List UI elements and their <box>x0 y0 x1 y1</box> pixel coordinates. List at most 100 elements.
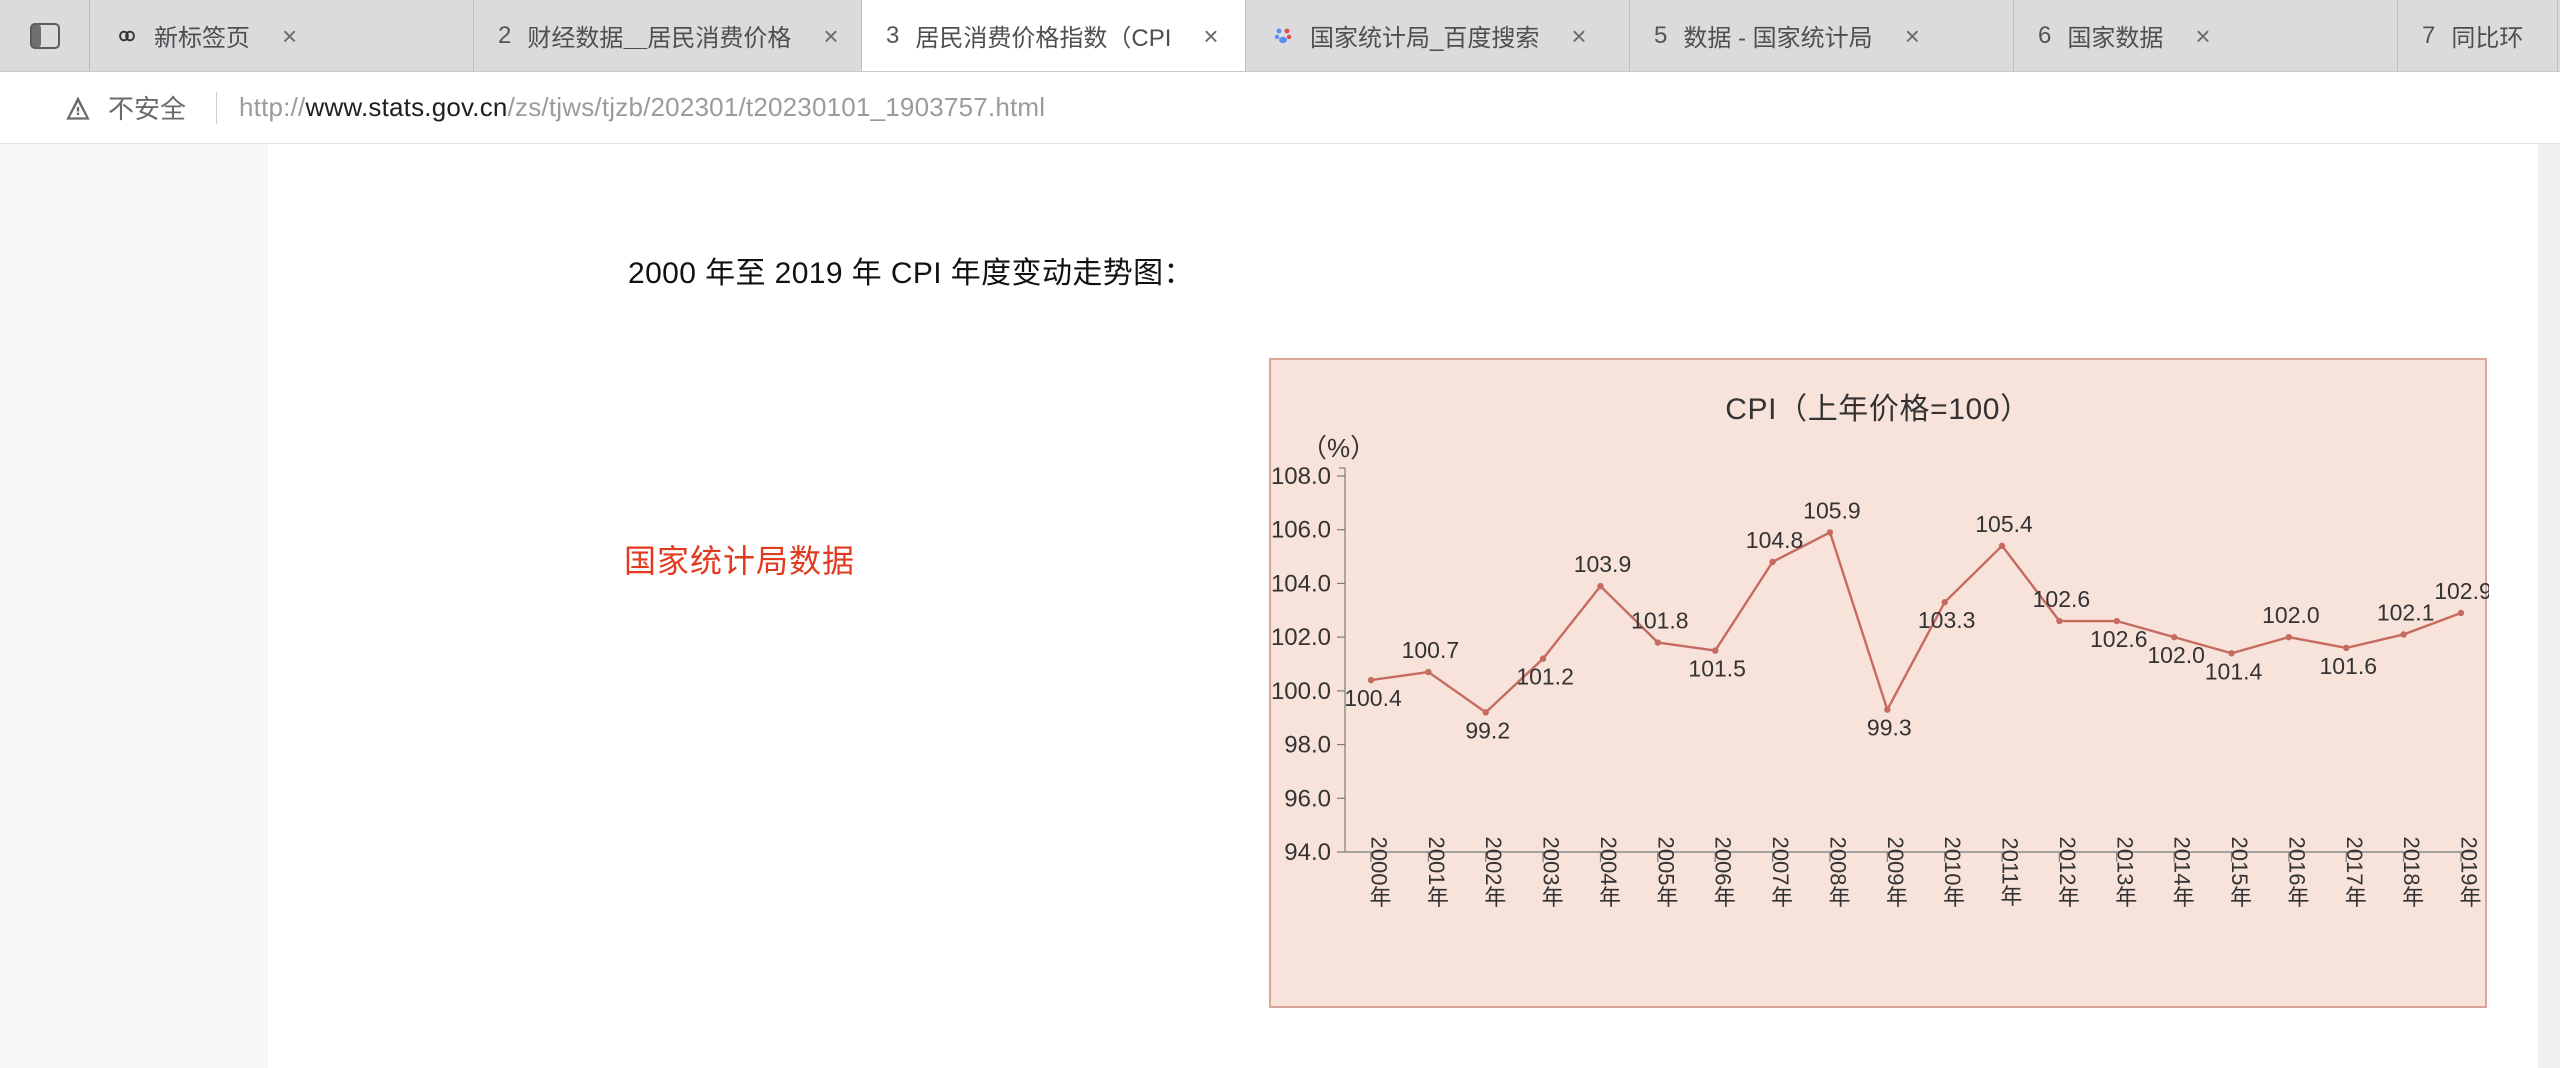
data-point <box>2171 634 2177 640</box>
tab-title: 数据 - 国家统计局 <box>1683 18 1872 53</box>
data-label: 102.6 <box>2090 626 2148 652</box>
data-label: 100.4 <box>1344 685 1402 711</box>
content-sheet: 2000 年至 2019 年 CPI 年度变动走势图： 国家统计局数据 CPI（… <box>268 144 2538 1068</box>
data-point <box>1769 559 1775 565</box>
address-bar-row: 不安全 http://www.stats.gov.cn/zs/tjws/tjzb… <box>0 72 2560 144</box>
data-point <box>1655 639 1661 645</box>
data-point <box>2114 618 2120 624</box>
tab-index: 6 <box>2038 22 2051 50</box>
data-label: 105.4 <box>1975 511 2033 537</box>
x-tick-label: 2019年 <box>2457 837 2482 908</box>
x-tick-label: 2000年 <box>1367 837 1392 908</box>
address-bar[interactable]: 不安全 http://www.stats.gov.cn/zs/tjws/tjzb… <box>54 82 2560 134</box>
data-point <box>2056 618 2062 624</box>
y-tick-label: 102.0 <box>1271 624 1331 651</box>
data-point <box>2286 634 2292 640</box>
tab-close-icon[interactable]: × <box>1571 23 1586 49</box>
sidebar-icon <box>30 23 60 49</box>
tab-index: 5 <box>1654 22 1667 50</box>
tab-strip: 新标签页×2财经数据＿居民消费价格×3居民消费价格指数（CPI×国家统计局_百度… <box>0 0 2560 72</box>
scrollbar-vertical[interactable] <box>2538 144 2560 1068</box>
page-body: 2000 年至 2019 年 CPI 年度变动走势图： 国家统计局数据 CPI（… <box>0 144 2560 1068</box>
data-point <box>2458 610 2464 616</box>
cpi-chart: CPI（上年价格=100） （%） 94.096.098.0100.0102.0… <box>1269 358 2487 1008</box>
data-label: 101.5 <box>1688 656 1746 682</box>
data-label: 102.0 <box>2262 602 2320 628</box>
browser-tab[interactable]: 2 财经数据＿居民消费价格 × <box>474 0 862 71</box>
tab-title: 新标签页 <box>154 18 250 53</box>
data-point <box>1540 655 1546 661</box>
tab-index: 3 <box>886 22 899 50</box>
data-label: 100.7 <box>1402 637 1460 663</box>
browser-tab[interactable]: 新标签页 × <box>90 0 474 71</box>
y-tick-label: 100.0 <box>1271 678 1331 705</box>
data-point <box>1827 529 1833 535</box>
security-label: 不安全 <box>108 89 186 126</box>
y-tick-label: 108.0 <box>1271 463 1331 490</box>
tab-index: 2 <box>498 22 511 50</box>
paw-icon <box>1270 23 1296 49</box>
data-label: 102.1 <box>2377 599 2435 625</box>
tabs-host: 新标签页×2财经数据＿居民消费价格×3居民消费价格指数（CPI×国家统计局_百度… <box>90 0 2560 71</box>
data-label: 103.3 <box>1918 607 1976 633</box>
insecure-icon <box>64 94 92 122</box>
data-label: 99.3 <box>1867 715 1912 741</box>
browser-tab[interactable]: 7同比环 <box>2398 0 2558 71</box>
data-point <box>1425 669 1431 675</box>
addr-separator <box>216 92 217 124</box>
data-label: 101.6 <box>2319 653 2377 679</box>
tab-close-icon[interactable]: × <box>282 23 297 49</box>
x-tick-label: 2012年 <box>2055 837 2080 908</box>
sidebar-toggle-button[interactable] <box>0 0 90 71</box>
x-tick-label: 2018年 <box>2399 837 2424 908</box>
data-label: 102.6 <box>2033 586 2091 612</box>
y-tick-label: 98.0 <box>1284 732 1331 759</box>
tab-close-icon[interactable]: × <box>2195 23 2210 49</box>
chart-svg: 94.0 96.0 98.0 100.0 102.0 104.0 106.0 108.0 100… <box>1271 360 2489 1010</box>
y-tick-label: 96.0 <box>1284 785 1331 812</box>
tab-title: 居民消费价格指数（CPI <box>915 18 1171 53</box>
tab-title: 财经数据＿居民消费价格 <box>527 18 791 53</box>
data-point <box>1712 647 1718 653</box>
x-tick-label: 2013年 <box>2112 837 2137 908</box>
data-label: 101.4 <box>2205 658 2263 684</box>
x-tick-label: 2015年 <box>2227 837 2252 908</box>
tab-close-icon[interactable]: × <box>823 23 838 49</box>
data-point <box>1941 599 1947 605</box>
tab-close-icon[interactable]: × <box>1203 23 1218 49</box>
x-tick-label: 2016年 <box>2284 837 2309 908</box>
tab-close-icon[interactable]: × <box>1905 23 1920 49</box>
y-tick-label: 104.0 <box>1271 570 1331 597</box>
y-tick-label: 106.0 <box>1271 517 1331 544</box>
source-note: 国家统计局数据 <box>624 536 855 582</box>
x-tick-label: 2004年 <box>1596 837 1621 908</box>
browser-tab[interactable]: 国家统计局_百度搜索 × <box>1246 0 1630 71</box>
tab-title: 同比环 <box>2451 18 2523 53</box>
x-tick-label: 2014年 <box>2170 837 2195 908</box>
x-tick-label: 2010年 <box>1940 837 1965 908</box>
data-label: 101.2 <box>1516 664 1574 690</box>
x-tick-label: 2001年 <box>1424 837 1449 908</box>
y-tick-label: 94.0 <box>1284 839 1331 866</box>
data-point <box>1597 583 1603 589</box>
data-label: 105.9 <box>1803 497 1861 523</box>
left-gutter <box>0 144 268 1068</box>
data-point <box>1884 706 1890 712</box>
tab-title: 国家统计局_百度搜索 <box>1310 18 1539 53</box>
data-point <box>2228 650 2234 656</box>
x-tick-label: 2002年 <box>1481 837 1506 908</box>
x-tick-label: 2008年 <box>1825 837 1850 908</box>
browser-tab[interactable]: 6国家数据× <box>2014 0 2398 71</box>
data-label: 101.8 <box>1631 608 1689 634</box>
browser-tab[interactable]: 3 居民消费价格指数（CPI × <box>862 0 1246 71</box>
x-tick-label: 2017年 <box>2342 837 2367 908</box>
url-text: http://www.stats.gov.cn/zs/tjws/tjzb/202… <box>239 92 1045 123</box>
x-tick-label: 2005年 <box>1653 837 1678 908</box>
data-label: 103.9 <box>1574 551 1632 577</box>
data-point <box>2400 631 2406 637</box>
browser-tab[interactable]: 5 数据 - 国家统计局 × <box>1630 0 2014 71</box>
data-point <box>1483 709 1489 715</box>
data-point <box>2343 645 2349 651</box>
data-point <box>1368 677 1374 683</box>
data-point <box>1999 543 2005 549</box>
